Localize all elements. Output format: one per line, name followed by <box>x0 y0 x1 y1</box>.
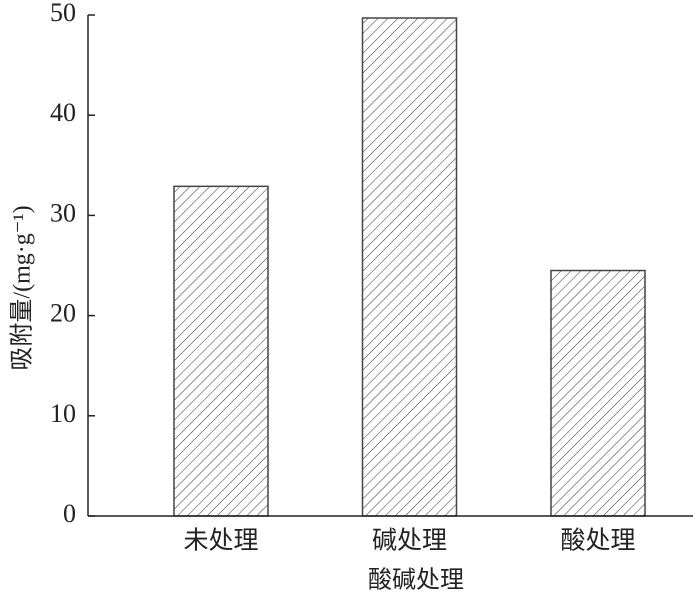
x-tick-label: 酸处理 <box>560 527 635 555</box>
x-tick-label: 碱处理 <box>372 527 447 555</box>
y-tick-label: 20 <box>50 299 76 328</box>
y-tick-label: 0 <box>63 499 76 528</box>
y-tick-label: 30 <box>50 198 76 227</box>
y-axis-title: 吸附量/(mg·g⁻¹) <box>9 205 36 370</box>
y-tick-label: 40 <box>50 98 76 127</box>
y-tick-label: 10 <box>50 399 76 428</box>
x-tick-label: 未处理 <box>183 527 258 555</box>
bar <box>550 269 646 517</box>
bar <box>173 185 269 517</box>
x-axis-title: 酸碱处理 <box>368 567 464 594</box>
bar <box>361 17 458 517</box>
y-tick-label: 50 <box>50 0 76 27</box>
